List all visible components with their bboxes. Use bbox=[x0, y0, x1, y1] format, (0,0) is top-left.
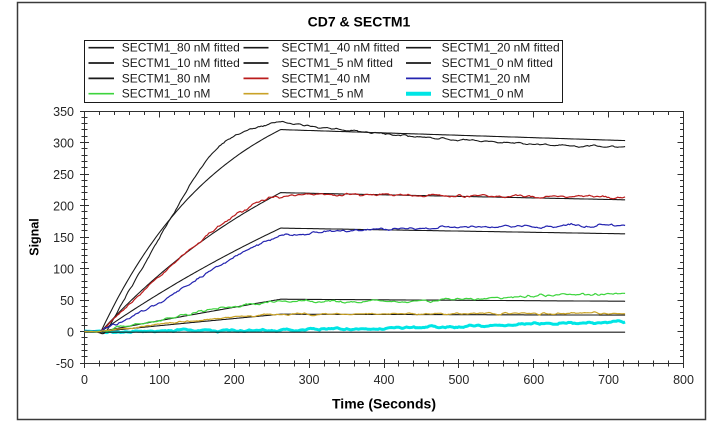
svg-text:SECTM1_10 nM fitted: SECTM1_10 nM fitted bbox=[122, 56, 240, 70]
svg-text:300: 300 bbox=[299, 373, 320, 387]
svg-text:SECTM1_5 nM fitted: SECTM1_5 nM fitted bbox=[282, 56, 393, 70]
svg-text:200: 200 bbox=[53, 200, 74, 214]
svg-text:SECTM1_0 nM: SECTM1_0 nM bbox=[442, 87, 524, 101]
svg-text:350: 350 bbox=[53, 105, 74, 119]
svg-text:SECTM1_10 nM: SECTM1_10 nM bbox=[122, 87, 211, 101]
svg-text:400: 400 bbox=[374, 373, 395, 387]
svg-text:700: 700 bbox=[598, 373, 619, 387]
svg-text:SECTM1_20 nM fitted: SECTM1_20 nM fitted bbox=[442, 41, 560, 55]
svg-text:100: 100 bbox=[53, 263, 74, 277]
svg-text:SECTM1_5 nM: SECTM1_5 nM bbox=[282, 87, 364, 101]
svg-text:0: 0 bbox=[81, 373, 88, 387]
svg-text:50: 50 bbox=[60, 294, 74, 308]
svg-text:500: 500 bbox=[448, 373, 469, 387]
svg-text:150: 150 bbox=[53, 231, 74, 245]
svg-text:SECTM1_40 nM: SECTM1_40 nM bbox=[282, 71, 371, 85]
svg-text:250: 250 bbox=[53, 168, 74, 182]
svg-text:300: 300 bbox=[53, 137, 74, 151]
svg-text:Signal: Signal bbox=[28, 218, 42, 256]
svg-text:800: 800 bbox=[673, 373, 694, 387]
svg-text:Time (Seconds): Time (Seconds) bbox=[332, 396, 436, 412]
svg-text:SECTM1_80 nM: SECTM1_80 nM bbox=[122, 71, 211, 85]
svg-text:600: 600 bbox=[523, 373, 544, 387]
svg-text:CD7 & SECTM1: CD7 & SECTM1 bbox=[308, 14, 411, 30]
svg-text:SECTM1_20 nM: SECTM1_20 nM bbox=[442, 71, 531, 85]
svg-text:SECTM1_80 nM fitted: SECTM1_80 nM fitted bbox=[122, 41, 240, 55]
svg-text:100: 100 bbox=[149, 373, 170, 387]
svg-text:0: 0 bbox=[67, 326, 74, 340]
svg-text:SECTM1_40 nM fitted: SECTM1_40 nM fitted bbox=[282, 41, 400, 55]
svg-text:SECTM1_0 nM fitted: SECTM1_0 nM fitted bbox=[442, 56, 553, 70]
svg-text:-50: -50 bbox=[56, 357, 74, 371]
svg-text:200: 200 bbox=[224, 373, 245, 387]
